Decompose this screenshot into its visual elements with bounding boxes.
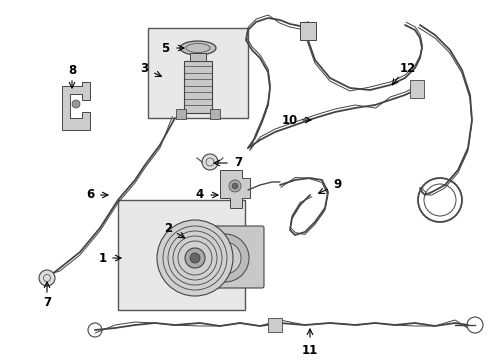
Text: 10: 10 <box>281 113 298 126</box>
Text: 4: 4 <box>196 189 203 202</box>
Text: 7: 7 <box>43 297 51 310</box>
Text: 3: 3 <box>140 62 148 75</box>
Polygon shape <box>62 82 90 130</box>
Text: 11: 11 <box>301 343 318 356</box>
Circle shape <box>202 154 218 170</box>
Bar <box>267 318 282 332</box>
Bar <box>209 109 220 119</box>
FancyBboxPatch shape <box>207 226 264 288</box>
Circle shape <box>39 270 55 286</box>
Circle shape <box>157 220 232 296</box>
Bar <box>183 61 212 113</box>
Bar <box>299 22 315 40</box>
Bar <box>409 80 423 98</box>
Circle shape <box>231 183 238 189</box>
Ellipse shape <box>180 41 216 55</box>
Bar <box>118 200 244 310</box>
Text: 1: 1 <box>99 252 107 265</box>
Polygon shape <box>220 170 249 208</box>
Circle shape <box>208 242 241 274</box>
Text: 5: 5 <box>161 41 169 54</box>
Circle shape <box>201 234 248 282</box>
Text: 2: 2 <box>163 221 172 234</box>
Text: 7: 7 <box>233 157 242 170</box>
Circle shape <box>184 248 204 268</box>
Bar <box>190 53 205 61</box>
Text: 9: 9 <box>333 177 342 190</box>
Circle shape <box>72 100 80 108</box>
Bar <box>148 28 247 118</box>
Text: 12: 12 <box>399 62 415 75</box>
Bar <box>176 109 185 119</box>
Text: 6: 6 <box>86 189 94 202</box>
Circle shape <box>228 180 241 192</box>
Circle shape <box>190 253 200 263</box>
Text: 8: 8 <box>68 63 76 77</box>
